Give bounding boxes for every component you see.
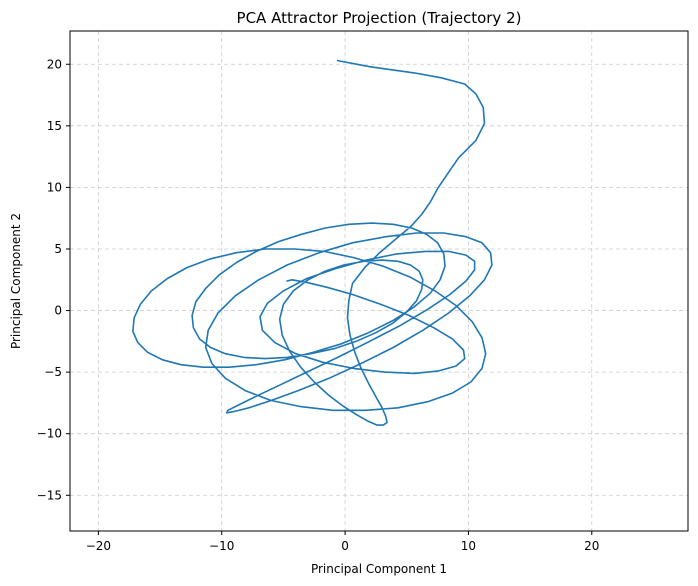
y-tick-label: 20 — [47, 57, 62, 71]
y-axis-label: Principal Component 2 — [9, 213, 23, 349]
series-layer — [132, 59, 493, 426]
x-tick-label: −10 — [209, 539, 234, 553]
y-tick-label: 10 — [47, 180, 62, 194]
y-tick-label: −5 — [44, 365, 62, 379]
y-ticks: −15 −10 −5 0 5 10 15 20 — [37, 57, 70, 502]
y-tick-label: −10 — [37, 427, 62, 441]
plot-background — [70, 31, 688, 531]
y-tick-label: −15 — [37, 488, 62, 502]
x-tick-label: 20 — [584, 539, 599, 553]
x-ticks: −20 −10 0 10 20 — [86, 531, 599, 553]
trajectory-line-1 — [132, 59, 493, 426]
x-tick-label: 10 — [461, 539, 476, 553]
y-tick-label: 0 — [54, 304, 62, 318]
y-tick-label: 15 — [47, 119, 62, 133]
x-tick-label: 0 — [341, 539, 349, 553]
chart-title: PCA Attractor Projection (Trajectory 2) — [237, 9, 522, 27]
x-axis-label: Principal Component 1 — [311, 562, 447, 576]
x-tick-label: −20 — [86, 539, 111, 553]
y-tick-label: 5 — [54, 242, 62, 256]
plot-frame — [69, 30, 689, 532]
